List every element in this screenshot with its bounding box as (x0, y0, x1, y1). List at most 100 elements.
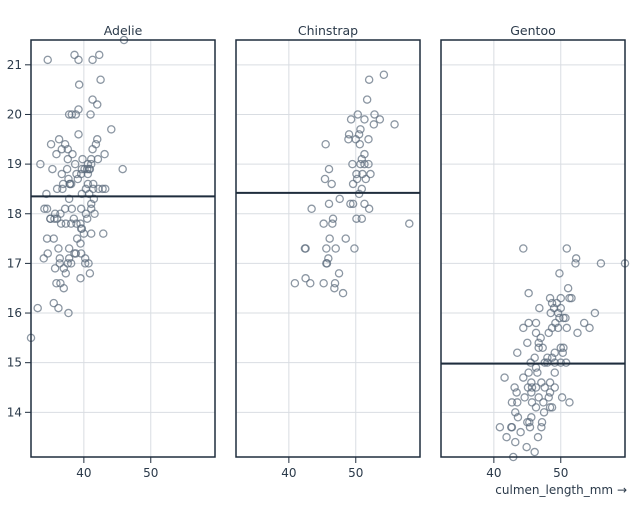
data-point (77, 164, 87, 174)
data-point (524, 288, 533, 298)
data-point (558, 348, 568, 357)
data-point (360, 199, 369, 209)
data-point (364, 135, 373, 144)
data-point (524, 368, 533, 377)
data-point (360, 149, 369, 159)
data-point (40, 204, 49, 214)
facet-gentoo: Gentoo 40 50 (440, 23, 630, 480)
data-point (519, 373, 528, 382)
data-point (63, 154, 73, 164)
data-point (555, 269, 564, 278)
data-point (531, 328, 541, 338)
data-point (360, 115, 369, 124)
data-point (535, 303, 544, 313)
data-point (58, 184, 67, 194)
data-point (77, 224, 87, 233)
facet-adelie: Adelie 40 50 (26, 23, 216, 480)
data-point (307, 204, 316, 214)
data-point (370, 110, 379, 119)
data-point (319, 219, 328, 228)
data-point (346, 199, 355, 209)
data-point (355, 139, 365, 149)
data-point (523, 338, 532, 348)
data-point (70, 50, 79, 60)
data-point (46, 214, 55, 223)
data-point (571, 259, 580, 268)
data-point (550, 368, 559, 377)
data-point (571, 254, 581, 263)
facet-frame (440, 39, 626, 458)
data-point (527, 383, 537, 392)
data-point (60, 139, 70, 149)
data-point (348, 159, 357, 169)
data-point (88, 144, 97, 154)
data-point (537, 422, 546, 432)
x-tick-label: 50 (553, 466, 568, 480)
data-point (66, 259, 76, 268)
data-point (545, 378, 555, 387)
data-point (322, 244, 331, 253)
data-point (519, 244, 528, 253)
data-point (338, 288, 348, 298)
data-point (76, 219, 85, 228)
data-point (68, 149, 77, 159)
y-tick-label: 21 (7, 58, 22, 72)
data-point (43, 55, 52, 65)
data-point (550, 348, 559, 357)
data-point (530, 447, 539, 457)
data-point (57, 169, 67, 179)
data-point (545, 293, 555, 303)
x-tick-label: 40 (486, 466, 501, 480)
data-point (92, 135, 102, 144)
facet-chinstrap: Chinstrap 40 50 (235, 23, 421, 480)
data-point (341, 234, 350, 243)
data-point (544, 393, 553, 402)
data-point (42, 234, 52, 243)
data-point (361, 174, 371, 184)
data-point (98, 184, 107, 194)
data-point (86, 199, 96, 209)
y-tick-label: 20 (7, 107, 22, 121)
data-point (539, 398, 548, 407)
data-point (72, 169, 81, 179)
data-point (352, 174, 362, 184)
y-tick-label: 18 (7, 207, 22, 221)
x-tick-label: 40 (281, 466, 296, 480)
data-point (55, 254, 65, 263)
data-point (69, 214, 79, 223)
data-point (507, 422, 517, 432)
data-point (573, 328, 582, 338)
data-point (590, 308, 600, 318)
x-axis-label: culmen_length_mm → (495, 483, 627, 497)
data-point (328, 219, 337, 228)
data-point (74, 80, 84, 89)
data-point (65, 179, 75, 189)
data-point (516, 427, 525, 437)
data-point (64, 244, 74, 253)
data-point (39, 254, 48, 263)
x-tick-label: 40 (76, 466, 91, 480)
data-point (352, 214, 361, 223)
data-point (49, 298, 58, 308)
data-point (88, 179, 98, 189)
facet-title: Chinstrap (298, 23, 358, 38)
data-point (335, 194, 344, 204)
data-point (52, 149, 61, 159)
data-point (330, 278, 340, 288)
data-point (533, 432, 543, 442)
data-point (301, 274, 310, 283)
x-tick-label: 50 (348, 466, 363, 480)
data-point (531, 363, 541, 372)
data-point (88, 184, 98, 194)
data-point (561, 313, 570, 323)
data-point (89, 194, 99, 204)
data-point (525, 417, 534, 427)
data-point (364, 204, 374, 214)
data-point (344, 135, 353, 144)
data-point (534, 343, 543, 353)
data-point (500, 373, 509, 382)
facet-frame (235, 39, 421, 458)
data-point (512, 388, 521, 397)
data-point (356, 125, 365, 134)
data-point (59, 283, 69, 293)
